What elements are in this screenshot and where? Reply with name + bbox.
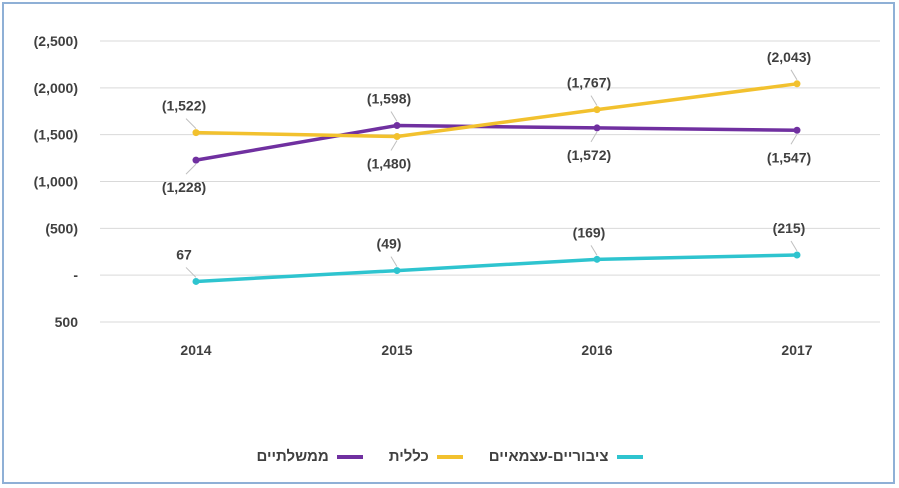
label-leader-line bbox=[185, 118, 197, 129]
data-label-governmental: (1,572) bbox=[567, 147, 611, 163]
data-label-governmental: (1,228) bbox=[162, 179, 206, 195]
label-leader-line bbox=[590, 95, 598, 106]
data-label-general: (1,480) bbox=[367, 156, 411, 172]
data-labels: (1,228) (1,598) (1,572) (1,547) (1,522) (1,48… bbox=[162, 49, 811, 278]
data-label-general: (1,767) bbox=[567, 75, 611, 91]
y-tick-label: (500) bbox=[45, 220, 78, 236]
label-leader-line bbox=[390, 140, 398, 151]
data-point-governmental bbox=[192, 156, 200, 164]
data-point-governmental bbox=[593, 124, 601, 132]
data-point-governmental bbox=[793, 126, 801, 134]
data-label-governmental: (1,547) bbox=[767, 149, 811, 165]
data-point-general bbox=[192, 129, 200, 137]
y-tick-label: 500 bbox=[55, 314, 79, 330]
label-leader-line bbox=[185, 163, 197, 175]
data-point-general bbox=[593, 106, 601, 114]
legend-label-governmental: ממשלתיים bbox=[256, 448, 329, 465]
x-tick-label: 2017 bbox=[781, 342, 812, 358]
legend-swatch-governmental bbox=[336, 454, 363, 459]
data-point-public_independent bbox=[393, 267, 401, 275]
label-leader-line bbox=[185, 267, 197, 278]
data-point-general bbox=[393, 133, 401, 141]
label-leader-line bbox=[590, 131, 598, 143]
legend-label-general: כללית bbox=[388, 448, 429, 465]
legend-item-public-independent: ציבוריים-עצמאיים bbox=[489, 448, 643, 465]
y-axis-ticks: (2,500) (2,000) (1,500) (1,000) (500) - 500 bbox=[34, 33, 79, 330]
legend-label-public-independent: ציבוריים-עצמאיים bbox=[488, 448, 609, 465]
y-tick-label: (2,500) bbox=[34, 33, 78, 49]
x-tick-label: 2015 bbox=[381, 342, 412, 358]
label-leader-line bbox=[390, 256, 398, 267]
data-point-public_independent bbox=[793, 251, 801, 259]
x-tick-label: 2016 bbox=[581, 342, 612, 358]
x-axis-ticks: 2014 2015 2016 2017 bbox=[180, 342, 812, 358]
label-leader-line bbox=[790, 134, 798, 145]
label-leader-line bbox=[790, 240, 798, 252]
series-line-public_independent bbox=[194, 253, 799, 284]
label-leader-line bbox=[590, 245, 598, 256]
label-leader-line bbox=[390, 111, 398, 122]
data-label-general: (1,522) bbox=[162, 98, 206, 114]
y-tick-label: (2,000) bbox=[34, 80, 78, 96]
data-point-public_independent bbox=[192, 277, 200, 285]
y-tick-label: (1,000) bbox=[34, 174, 78, 190]
y-tick-label: (1,500) bbox=[34, 127, 78, 143]
legend-swatch-public-independent bbox=[616, 454, 643, 459]
data-point-general bbox=[793, 80, 801, 88]
data-label-general: (2,043) bbox=[767, 49, 811, 65]
x-tick-label: 2014 bbox=[180, 342, 211, 358]
data-point-governmental bbox=[393, 121, 401, 129]
legend-swatch-general bbox=[436, 454, 463, 459]
data-point-public_independent bbox=[593, 255, 601, 263]
data-label-public_independent: (49) bbox=[377, 236, 402, 252]
series-lines bbox=[192, 80, 801, 285]
data-label-public_independent: (169) bbox=[573, 224, 606, 240]
legend-item-governmental: ממשלתיים bbox=[256, 448, 363, 465]
chart-legend: ציבוריים-עצמאיים כללית ממשלתיים bbox=[0, 448, 899, 465]
series-line-general bbox=[194, 82, 799, 139]
series-line-governmental bbox=[194, 123, 799, 162]
data-label-public_independent: (215) bbox=[773, 220, 806, 236]
data-label-governmental: (1,598) bbox=[367, 90, 411, 106]
legend-item-general: כללית bbox=[389, 448, 463, 465]
y-tick-label: - bbox=[73, 267, 78, 283]
label-leader-line bbox=[790, 69, 798, 81]
data-label-public_independent: 67 bbox=[176, 246, 192, 262]
grid-lines bbox=[100, 40, 880, 323]
